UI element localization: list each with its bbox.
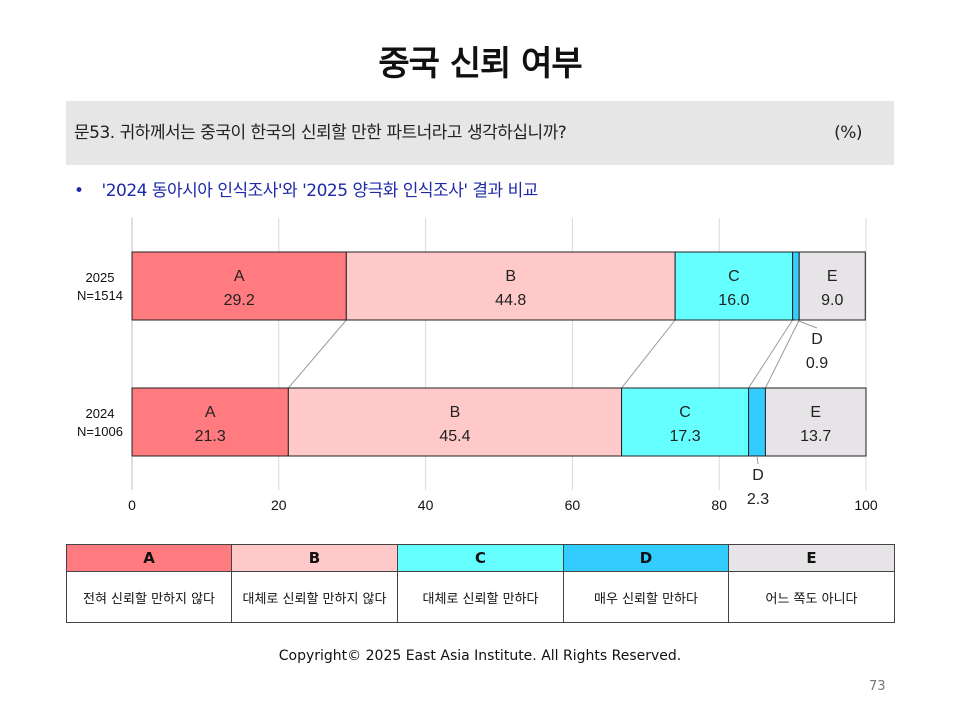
segment-name-label: B bbox=[505, 268, 516, 285]
page-number: 73 bbox=[869, 679, 886, 694]
legend-code-a: A bbox=[66, 544, 232, 572]
segment-name-label: C bbox=[679, 404, 691, 421]
legend-table: A B C D E 전혀 신뢰할 만하지 않다 대체로 신뢰할 만하지 않다 대… bbox=[66, 544, 895, 623]
legend-code-c: C bbox=[397, 544, 564, 572]
data-label: 44.8 bbox=[495, 292, 526, 309]
data-label: 16.0 bbox=[718, 292, 749, 309]
legend-code-e: E bbox=[728, 544, 895, 572]
category-label: 2025 bbox=[86, 270, 115, 285]
data-label: 45.4 bbox=[439, 428, 470, 445]
legend-code-b: B bbox=[231, 544, 398, 572]
leader-line bbox=[756, 455, 759, 465]
connector-line bbox=[748, 319, 794, 389]
x-tick-label: 40 bbox=[418, 497, 434, 513]
category-label: 2024 bbox=[86, 406, 115, 421]
data-label: 29.2 bbox=[224, 292, 255, 309]
x-tick-label: 100 bbox=[854, 497, 878, 513]
segment-name-label: D bbox=[811, 331, 823, 348]
bar-segment-d bbox=[748, 387, 766, 457]
bar-segment-c bbox=[674, 251, 794, 321]
copyright-text: Copyright© 2025 East Asia Institute. All… bbox=[278, 648, 682, 664]
bar-segment-c bbox=[621, 387, 750, 457]
unit-label: (%) bbox=[834, 123, 862, 143]
bullet-icon: • bbox=[74, 181, 84, 201]
x-tick-label: 60 bbox=[565, 497, 581, 513]
category-sample-size: N=1006 bbox=[77, 424, 123, 439]
data-label: 17.3 bbox=[669, 428, 700, 445]
segment-name-label: A bbox=[234, 268, 245, 285]
legend-label-d: 매우 신뢰할 만하다 bbox=[563, 571, 729, 623]
legend-label-b: 대체로 신뢰할 만하지 않다 bbox=[231, 571, 398, 623]
legend-label-a: 전혀 신뢰할 만하지 않다 bbox=[66, 571, 232, 623]
segment-name-label: A bbox=[205, 404, 216, 421]
bar-segment-e bbox=[798, 251, 866, 321]
segment-name-label: E bbox=[810, 404, 821, 421]
question-text: 문53. 귀하께서는 중국이 한국의 신뢰할 만한 파트너라고 생각하십니까? bbox=[74, 123, 567, 143]
bar-segment-b bbox=[287, 387, 623, 457]
x-tick-label: 0 bbox=[128, 497, 136, 513]
bar-segment-b bbox=[345, 251, 676, 321]
segment-name-label: B bbox=[450, 404, 461, 421]
segment-name-label: E bbox=[827, 268, 838, 285]
legend-label-e: 어느 쪽도 아니다 bbox=[728, 571, 895, 623]
segment-name-label: C bbox=[728, 268, 740, 285]
legend-code-d: D bbox=[563, 544, 729, 572]
data-label: 2.3 bbox=[747, 491, 769, 508]
connector-line bbox=[287, 319, 347, 389]
legend-code-row: A B C D E bbox=[66, 544, 895, 572]
connector-line bbox=[621, 319, 676, 389]
x-tick-label: 20 bbox=[271, 497, 287, 513]
connector-line bbox=[764, 319, 800, 389]
x-tick-label: 80 bbox=[711, 497, 727, 513]
question-box: 문53. 귀하께서는 중국이 한국의 신뢰할 만한 파트너라고 생각하십니까? … bbox=[66, 101, 894, 165]
category-sample-size: N=1514 bbox=[77, 288, 123, 303]
data-label: 21.3 bbox=[195, 428, 226, 445]
comparison-note: • '2024 동아시아 인식조사'와 '2025 양극화 인식조사' 결과 비교 bbox=[74, 176, 538, 201]
bar-segment-a bbox=[131, 387, 289, 457]
leader-line bbox=[795, 319, 818, 329]
data-label: 0.9 bbox=[806, 355, 828, 372]
segment-name-label: D bbox=[752, 467, 764, 484]
legend-label-row: 전혀 신뢰할 만하지 않다 대체로 신뢰할 만하지 않다 대체로 신뢰할 만하다… bbox=[66, 571, 895, 623]
data-label: 9.0 bbox=[821, 292, 843, 309]
bar-segment-e bbox=[764, 387, 867, 457]
stacked-bar-chart: 0 20 40 60 80 100 A 29.2 B 44.8 C 16.0 D 0.9 E 9.0 2025 N… bbox=[77, 218, 878, 513]
data-label: 13.7 bbox=[800, 428, 831, 445]
bar-segment-a bbox=[131, 251, 347, 321]
legend-label-c: 대체로 신뢰할 만하다 bbox=[397, 571, 564, 623]
comparison-note-text: '2024 동아시아 인식조사'와 '2025 양극화 인식조사' 결과 비교 bbox=[101, 181, 539, 201]
bar-segment-d bbox=[792, 251, 800, 321]
page-title: 중국 신뢰 여부 bbox=[378, 44, 582, 84]
